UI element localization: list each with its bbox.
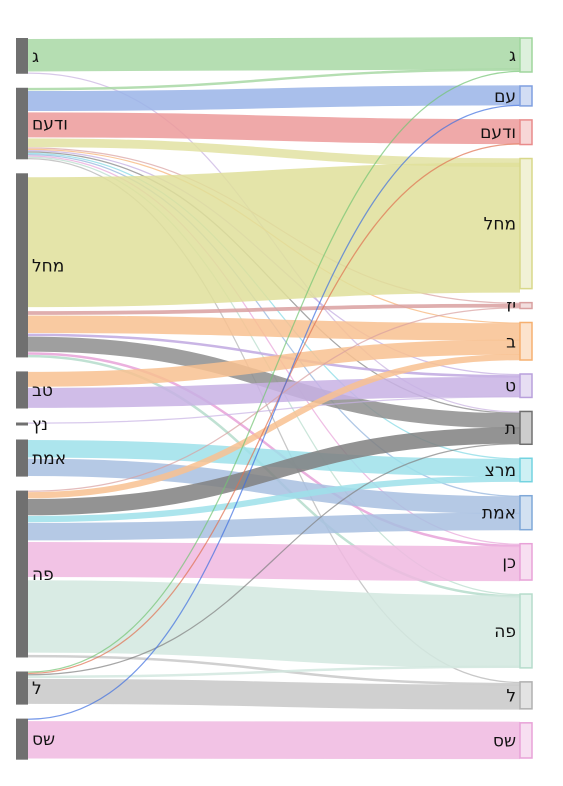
link-s_vdam-to-t_mhl <box>27 138 521 168</box>
link-s_l-to-t_l <box>27 678 521 710</box>
target-node-t_pe <box>519 593 533 669</box>
target-label-t_mrz: מרצ <box>485 461 516 481</box>
target-label-t_t: ט <box>505 377 516 397</box>
target-node-t_tav <box>519 410 533 446</box>
sankey-labels: ג ודעם מחל טב נץ אמת פה ל שס ג עם ודעם מחל יז ב ט ת מרצ אמ… <box>32 46 516 751</box>
source-label-s_ss: שס <box>32 730 55 750</box>
target-label-t_g: ג <box>509 46 516 66</box>
source-node-s_nz <box>16 422 28 426</box>
link-s_mhl-to-t_mhl <box>27 162 521 308</box>
source-label-s_pe: פה <box>32 565 54 585</box>
source-label-s_g: ג <box>32 47 39 67</box>
source-label-s_amt: אמת <box>32 449 66 469</box>
link-s_pe-to-t_l <box>27 654 521 686</box>
link-s_pe-to-t_mrz <box>27 475 521 523</box>
source-node-s_ss <box>16 718 28 760</box>
link-s_pe-to-t_kn <box>27 541 521 582</box>
link-s_amt-to-t_amt <box>27 458 521 514</box>
target-node-t_vdam <box>519 119 533 146</box>
target-node-t_ss <box>519 722 533 759</box>
source-label-s_tv: טב <box>32 381 53 401</box>
source-label-s_vdam: ודעם <box>32 115 68 135</box>
link-s_mhl-to-t_b <box>27 315 521 341</box>
link-s_mhl-to-t_t <box>27 333 521 378</box>
target-node-t_mrz <box>519 457 533 483</box>
target-node-t_yz <box>519 301 533 310</box>
target-node-t_t <box>519 373 533 399</box>
link-s_l-to-t_vdam <box>27 143 521 675</box>
target-node-t_g <box>519 37 533 73</box>
link-s_pe-to-t_tav <box>27 427 521 516</box>
link-s_amt-to-t_mrz <box>27 440 521 477</box>
target-label-t_am: עם <box>494 87 516 107</box>
source-node-s_mhl <box>16 173 28 358</box>
target-label-t_yz: יז <box>506 297 516 317</box>
link-s_ss-to-t_am <box>27 104 521 720</box>
link-s_pe-to-t_b <box>27 353 521 499</box>
target-label-t_mhl: מחל <box>484 215 516 235</box>
sankey-nodes <box>16 37 533 760</box>
source-label-s_nz: נץ <box>32 415 48 435</box>
link-s_pe-to-t_pe <box>27 580 521 668</box>
target-label-t_l: ל <box>506 686 516 706</box>
target-node-t_amt <box>519 494 533 531</box>
target-label-t_tav: ת <box>505 419 516 439</box>
source-node-s_pe <box>16 490 28 658</box>
link-s_l-to-t_pe <box>27 665 521 679</box>
target-label-t_pe: פה <box>494 622 516 642</box>
link-s_pe-to-t_amt <box>27 512 521 541</box>
target-node-t_l <box>519 681 533 710</box>
link-s_mhl-to-t_yz <box>27 303 521 315</box>
link-s_ss-to-t_ss <box>27 721 521 760</box>
target-label-t_kn: כן <box>502 553 516 573</box>
target-label-t_amt: אמת <box>482 504 516 524</box>
target-node-t_mhl <box>519 157 533 290</box>
link-s_vdam-to-t_g <box>27 68 521 91</box>
link-s_tv-to-t_t <box>27 376 521 408</box>
target-label-t_b: ב <box>506 332 516 352</box>
target-label-t_ss: שס <box>493 731 516 751</box>
link-s_l-to-t_g <box>27 70 521 673</box>
target-node-t_b <box>519 321 533 361</box>
source-node-s_amt <box>16 439 28 477</box>
link-s_vdam-to-t_am <box>27 85 521 111</box>
link-s_pe-to-t_yz <box>27 307 521 492</box>
target-label-t_vdam: ודעם <box>480 123 516 143</box>
source-label-s_mhl: מחל <box>32 256 64 276</box>
link-s_g-to-t_g <box>27 37 521 72</box>
link-s_l-to-t_tav <box>27 443 521 676</box>
source-label-s_l: ל <box>32 679 42 699</box>
source-node-s_tv <box>16 371 28 409</box>
link-s_vdam-to-t_vdam <box>27 112 521 145</box>
link-s_tv-to-t_b <box>27 339 521 387</box>
target-node-t_am <box>519 85 533 107</box>
target-node-t_kn <box>519 542 533 581</box>
sankey-links <box>27 37 521 760</box>
source-node-s_vdam <box>16 87 28 160</box>
source-node-s_l <box>16 671 28 705</box>
source-node-s_g <box>16 38 28 74</box>
